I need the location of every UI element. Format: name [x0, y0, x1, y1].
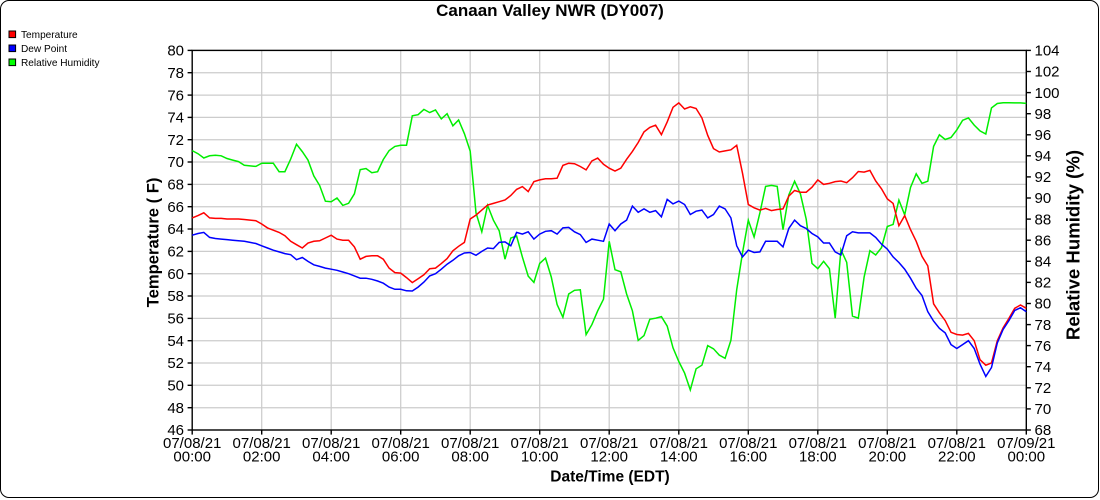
svg-text:74: 74 — [1035, 359, 1052, 376]
svg-text:60: 60 — [167, 266, 184, 283]
svg-text:Canaan Valley NWR (DY007): Canaan Valley NWR (DY007) — [436, 1, 664, 20]
svg-text:52: 52 — [167, 355, 184, 372]
svg-text:Relative Humidity (%): Relative Humidity (%) — [1063, 150, 1084, 340]
svg-text:Temperature: Temperature — [21, 30, 78, 41]
svg-text:07/08/21: 07/08/21 — [441, 435, 499, 452]
svg-text:Dew Point: Dew Point — [21, 44, 67, 55]
svg-text:18:00: 18:00 — [799, 449, 837, 466]
svg-text:96: 96 — [1035, 127, 1052, 144]
svg-text:12:00: 12:00 — [590, 449, 628, 466]
svg-text:22:00: 22:00 — [938, 449, 976, 466]
svg-text:64: 64 — [167, 221, 184, 238]
svg-text:07/08/21: 07/08/21 — [372, 435, 430, 452]
svg-text:80: 80 — [1035, 296, 1052, 313]
svg-text:72: 72 — [1035, 380, 1052, 397]
svg-text:98: 98 — [1035, 106, 1052, 123]
svg-text:07/09/21: 07/09/21 — [997, 435, 1055, 452]
svg-text:Temperature ( F): Temperature ( F) — [143, 178, 162, 308]
svg-text:50: 50 — [167, 378, 184, 395]
svg-text:70: 70 — [1035, 401, 1052, 418]
svg-text:14:00: 14:00 — [660, 449, 698, 466]
svg-text:102: 102 — [1035, 64, 1060, 81]
svg-text:46: 46 — [167, 422, 184, 439]
svg-text:86: 86 — [1035, 232, 1052, 249]
svg-text:00:00: 00:00 — [173, 449, 211, 466]
svg-text:07/08/21: 07/08/21 — [858, 435, 916, 452]
svg-text:02:00: 02:00 — [243, 449, 281, 466]
svg-text:78: 78 — [1035, 317, 1052, 334]
svg-text:84: 84 — [1035, 254, 1052, 271]
svg-text:68: 68 — [167, 177, 184, 194]
svg-text:Date/Time (EDT): Date/Time (EDT) — [550, 468, 669, 485]
svg-text:10:00: 10:00 — [521, 449, 559, 466]
svg-text:07/08/21: 07/08/21 — [163, 435, 221, 452]
svg-text:07/08/21: 07/08/21 — [650, 435, 708, 452]
svg-text:68: 68 — [1035, 422, 1052, 439]
svg-text:62: 62 — [167, 244, 184, 261]
svg-text:04:00: 04:00 — [312, 449, 350, 466]
svg-text:66: 66 — [167, 199, 184, 216]
svg-text:08:00: 08:00 — [451, 449, 489, 466]
svg-text:06:00: 06:00 — [382, 449, 420, 466]
svg-text:20:00: 20:00 — [869, 449, 907, 466]
svg-text:07/08/21: 07/08/21 — [302, 435, 360, 452]
svg-text:16:00: 16:00 — [730, 449, 768, 466]
svg-text:48: 48 — [167, 400, 184, 417]
svg-text:94: 94 — [1035, 148, 1052, 165]
svg-text:76: 76 — [167, 87, 184, 104]
svg-text:90: 90 — [1035, 190, 1052, 207]
svg-text:07/08/21: 07/08/21 — [233, 435, 291, 452]
svg-text:80: 80 — [167, 43, 184, 60]
svg-text:54: 54 — [167, 333, 184, 350]
svg-text:74: 74 — [167, 110, 184, 127]
svg-text:100: 100 — [1035, 85, 1060, 102]
svg-text:56: 56 — [167, 311, 184, 328]
svg-text:92: 92 — [1035, 169, 1052, 186]
svg-text:Relative Humidity: Relative Humidity — [21, 58, 100, 69]
svg-text:07/08/21: 07/08/21 — [511, 435, 569, 452]
svg-text:07/08/21: 07/08/21 — [789, 435, 847, 452]
svg-text:78: 78 — [167, 65, 184, 82]
svg-text:76: 76 — [1035, 338, 1052, 355]
svg-text:00:00: 00:00 — [1008, 449, 1046, 466]
svg-text:07/08/21: 07/08/21 — [928, 435, 986, 452]
svg-text:88: 88 — [1035, 211, 1052, 228]
svg-text:07/08/21: 07/08/21 — [719, 435, 777, 452]
svg-text:58: 58 — [167, 288, 184, 305]
svg-text:07/08/21: 07/08/21 — [580, 435, 638, 452]
svg-text:104: 104 — [1035, 43, 1060, 60]
svg-text:70: 70 — [167, 154, 184, 171]
svg-text:82: 82 — [1035, 275, 1052, 292]
svg-text:72: 72 — [167, 132, 184, 149]
